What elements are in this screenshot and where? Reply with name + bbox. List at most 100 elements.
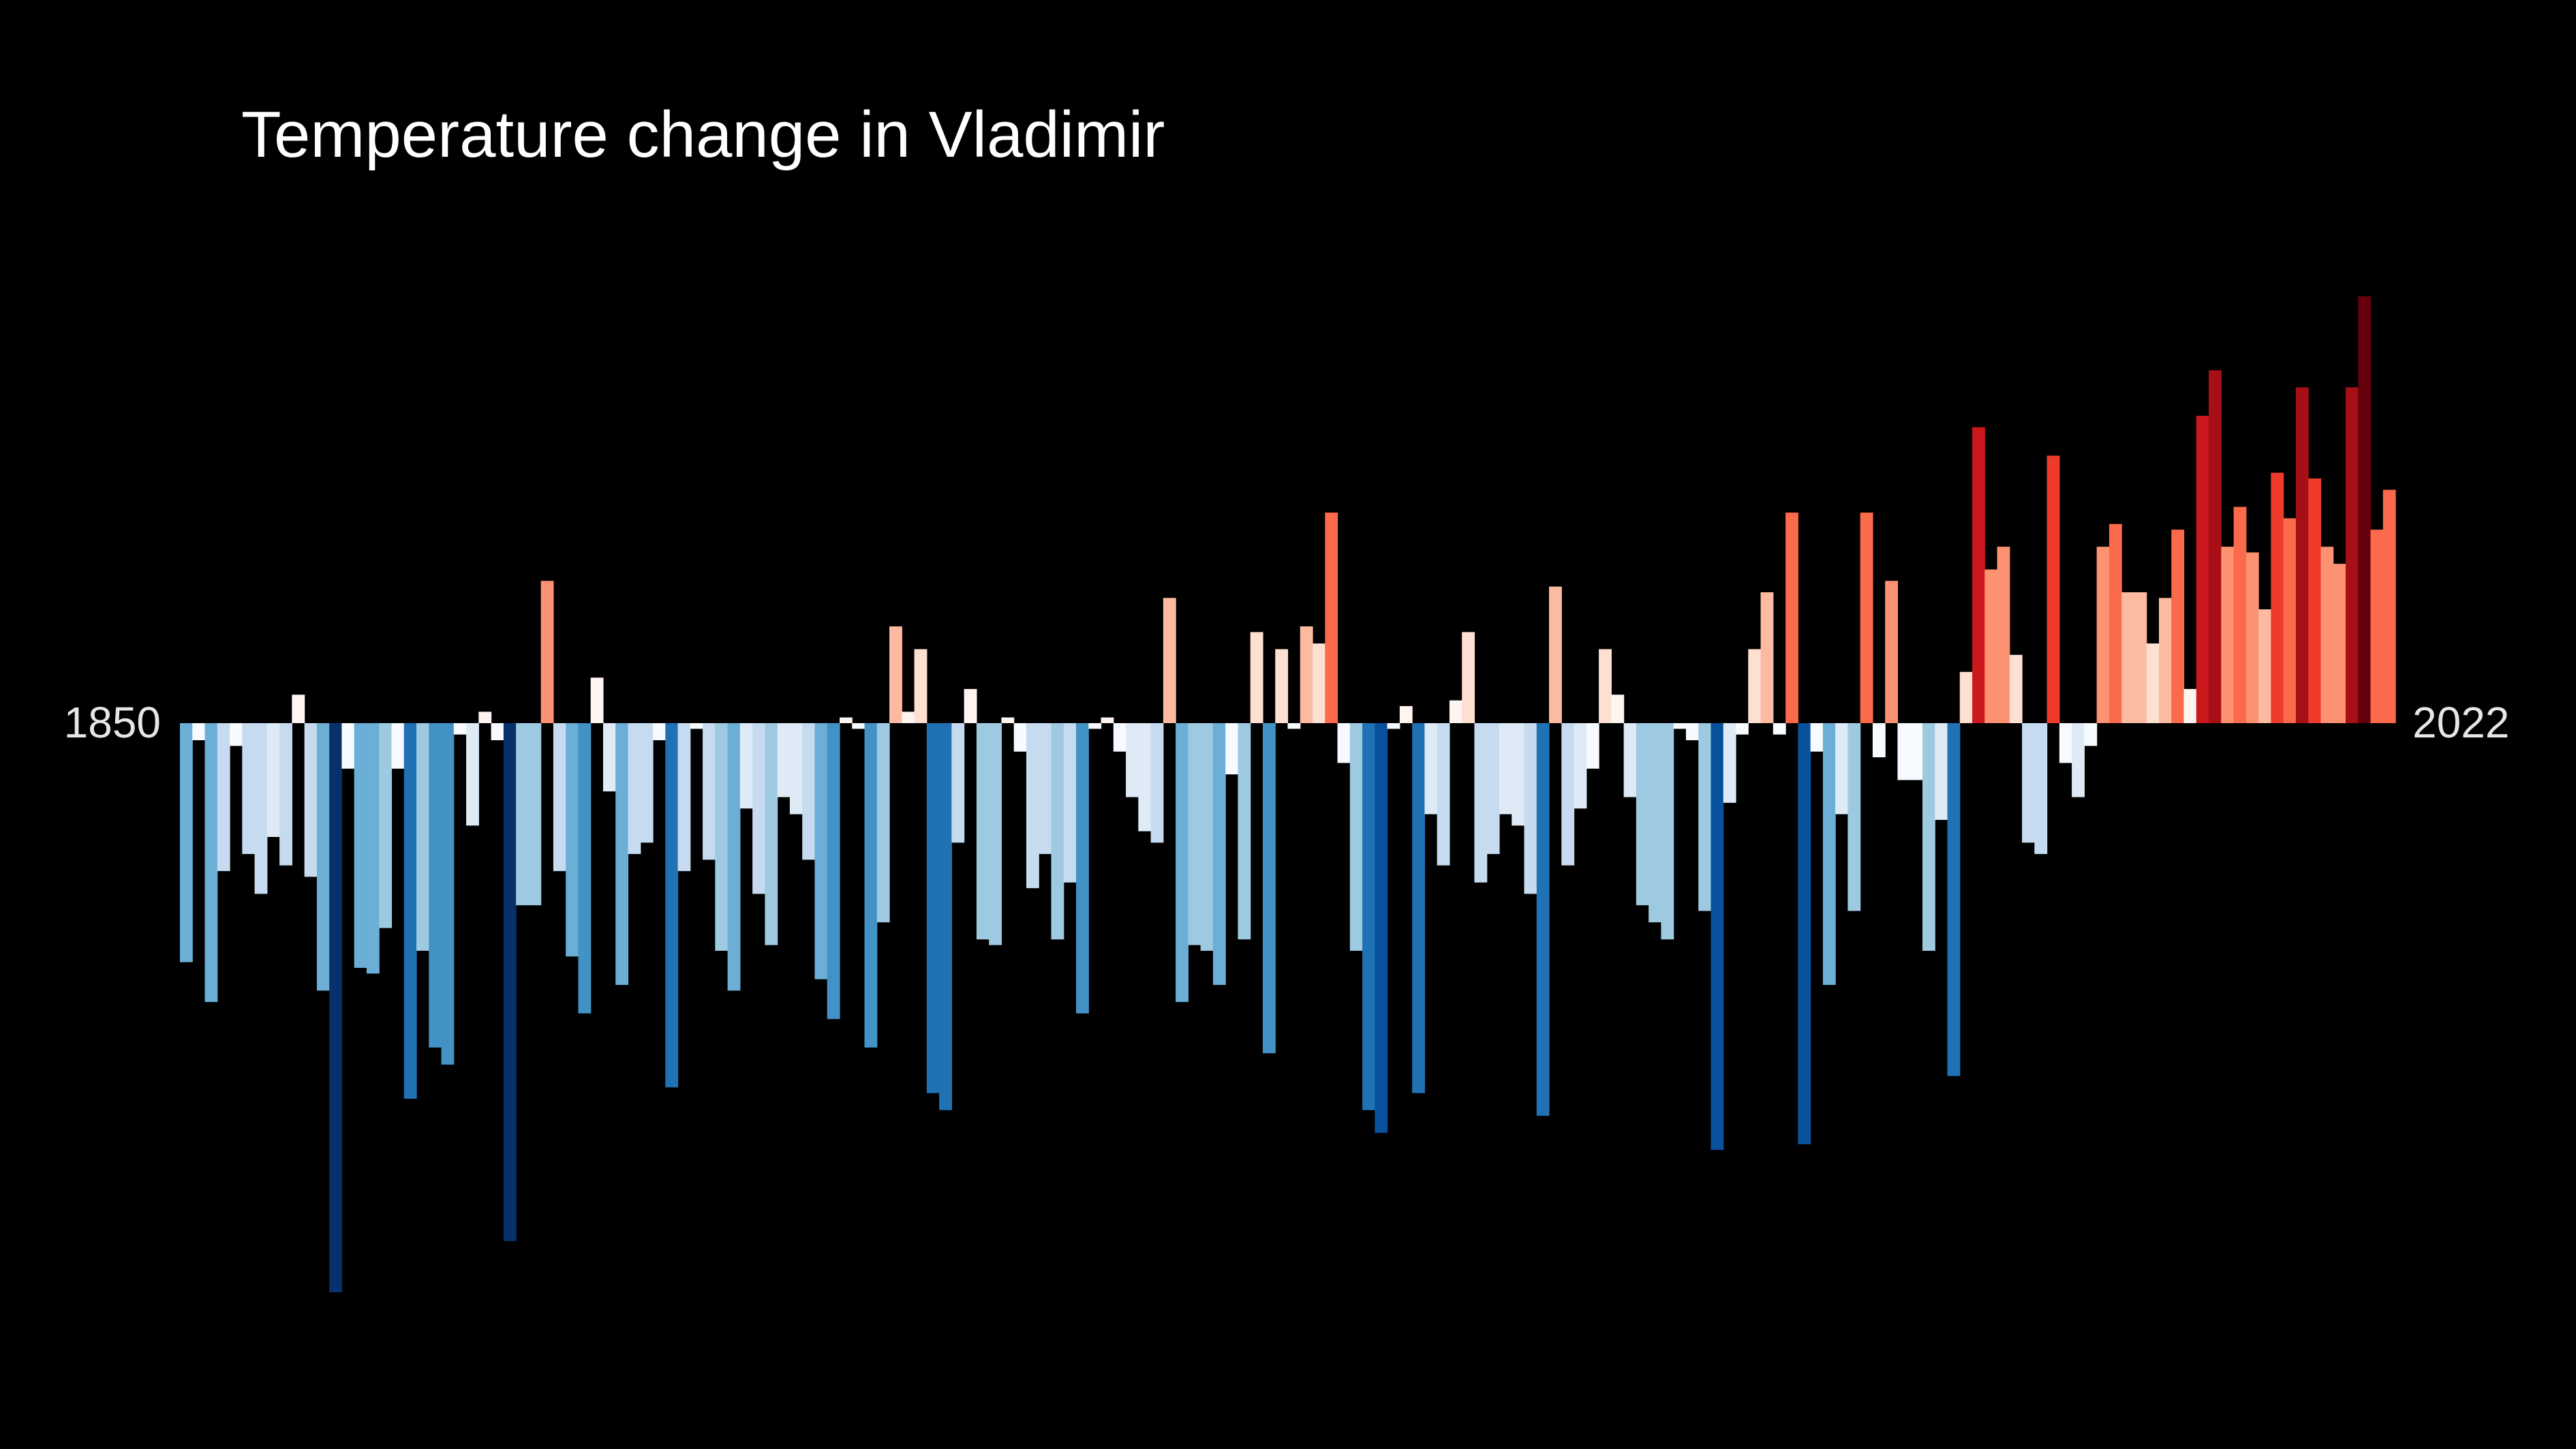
bar-1894 xyxy=(727,723,741,991)
bar-1950 xyxy=(1424,723,1438,814)
bar-1907 xyxy=(889,626,902,723)
bar-1932 xyxy=(1200,723,1214,951)
bar-1994 xyxy=(1972,427,1985,723)
bar-1854 xyxy=(230,723,243,746)
bar-1868 xyxy=(403,723,417,1099)
bar-1971 xyxy=(1685,723,1699,741)
bar-1923 xyxy=(1088,723,1102,729)
bar-1945 xyxy=(1362,723,1375,1110)
bar-1904 xyxy=(852,723,865,729)
bar-1949 xyxy=(1412,723,1425,1093)
bar-1981 xyxy=(1810,723,1824,752)
bar-2025 xyxy=(2358,296,2372,723)
bar-1896 xyxy=(752,723,766,894)
bar-1953 xyxy=(1462,632,1475,723)
bar-1936 xyxy=(1250,632,1263,723)
bar-1866 xyxy=(379,723,393,928)
bar-1927 xyxy=(1138,723,1152,832)
bar-1943 xyxy=(1337,723,1351,763)
bar-2024 xyxy=(2345,387,2359,723)
bar-2021 xyxy=(2308,478,2322,723)
bar-2008 xyxy=(2146,643,2160,723)
bar-1861 xyxy=(316,723,330,991)
bar-1991 xyxy=(1935,723,1948,820)
bar-1992 xyxy=(1947,723,1961,1076)
bar-1989 xyxy=(1910,723,1923,780)
bar-1887 xyxy=(640,723,654,843)
bar-1918 xyxy=(1026,723,1039,889)
bar-1877 xyxy=(516,723,529,906)
bar-1886 xyxy=(628,723,641,855)
bar-1997 xyxy=(2009,654,2023,723)
bar-1890 xyxy=(677,723,691,872)
bar-1998 xyxy=(2022,723,2035,843)
bar-1905 xyxy=(864,723,878,1048)
bar-1944 xyxy=(1349,723,1363,951)
bar-1970 xyxy=(1673,723,1687,729)
bar-1902 xyxy=(827,723,840,1020)
bar-1910 xyxy=(926,723,940,1093)
bar-2017 xyxy=(2258,609,2271,723)
bar-2010 xyxy=(2171,530,2185,723)
bar-1921 xyxy=(1063,723,1077,883)
bar-1983 xyxy=(1835,723,1848,814)
bar-2014 xyxy=(2221,547,2235,723)
bar-1960 xyxy=(1549,586,1562,723)
bar-1946 xyxy=(1375,723,1388,1133)
bar-2009 xyxy=(2158,598,2172,723)
bar-2015 xyxy=(2233,506,2247,723)
bar-2005 xyxy=(2109,523,2122,723)
bar-1942 xyxy=(1325,513,1338,723)
bar-1935 xyxy=(1238,723,1251,940)
bar-1862 xyxy=(329,723,343,1292)
bar-1947 xyxy=(1387,723,1400,729)
bar-1858 xyxy=(279,723,292,866)
bar-1855 xyxy=(242,723,256,855)
bar-2011 xyxy=(2183,688,2197,723)
bar-1913 xyxy=(964,688,977,723)
bar-1885 xyxy=(615,723,629,986)
bar-1965 xyxy=(1611,695,1625,723)
bar-1883 xyxy=(590,677,604,723)
bar-1852 xyxy=(204,723,218,1003)
bar-1865 xyxy=(366,723,380,974)
bar-1987 xyxy=(1885,581,1899,723)
bar-1922 xyxy=(1076,723,1089,1013)
bar-1974 xyxy=(1723,723,1736,803)
bar-1929 xyxy=(1163,598,1176,723)
bar-1911 xyxy=(939,723,952,1110)
bar-1889 xyxy=(665,723,679,1088)
bar-1892 xyxy=(703,723,716,860)
bar-1863 xyxy=(341,723,355,769)
bar-1876 xyxy=(503,723,517,1241)
bar-1897 xyxy=(765,723,778,945)
bar-1899 xyxy=(789,723,803,814)
bar-1988 xyxy=(1897,723,1911,780)
bar-1919 xyxy=(1039,723,1052,855)
bar-1985 xyxy=(1860,513,1873,723)
bar-1917 xyxy=(1013,723,1027,752)
bar-1956 xyxy=(1499,723,1512,814)
bar-1884 xyxy=(602,723,616,792)
bar-2026 xyxy=(2370,530,2384,723)
bar-2003 xyxy=(2084,723,2098,746)
bar-2002 xyxy=(2072,723,2085,797)
bar-1915 xyxy=(989,723,1002,945)
bar-1928 xyxy=(1150,723,1164,843)
start-year-label: 1850 xyxy=(64,698,161,747)
bar-1969 xyxy=(1661,723,1674,940)
bar-1891 xyxy=(690,723,703,729)
bar-1982 xyxy=(1822,723,1836,986)
bar-2020 xyxy=(2295,387,2309,723)
bar-1888 xyxy=(653,723,666,741)
bar-1881 xyxy=(566,723,579,957)
bar-1895 xyxy=(739,723,753,809)
bar-1933 xyxy=(1212,723,1226,986)
bar-2000 xyxy=(2046,455,2060,723)
bar-2012 xyxy=(2196,416,2209,723)
bar-1961 xyxy=(1561,723,1575,866)
bar-1898 xyxy=(777,723,791,797)
bar-1878 xyxy=(528,723,542,906)
bar-1926 xyxy=(1126,723,1139,797)
bar-1853 xyxy=(217,723,230,872)
